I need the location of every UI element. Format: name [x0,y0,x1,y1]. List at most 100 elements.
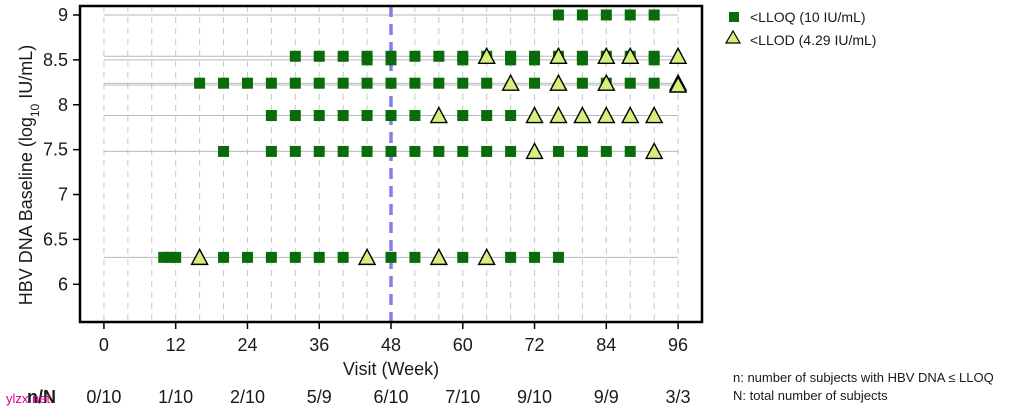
data-point-square [241,77,253,89]
data-point-square [337,145,349,157]
data-point-square [361,110,373,122]
data-point-square [313,50,325,62]
data-point-square [648,77,660,89]
data-point-square [409,145,421,157]
data-point-square [576,54,588,66]
legend-label-llod: <LLOD (4.29 IU/mL) [750,32,876,48]
data-point-square [409,77,421,89]
nn-value: 6/10 [373,387,408,407]
y-tick-label: 9 [58,5,68,25]
data-point-square [385,77,397,89]
marker-layer [158,9,688,266]
y-tick-label: 8.5 [43,50,68,70]
data-point-triangle [429,247,449,266]
data-point-square [409,110,421,122]
data-point-triangle [549,73,568,91]
data-point-square [457,54,469,66]
nn-value: 0/10 [86,387,121,407]
data-point-square [313,145,325,157]
data-point-triangle [573,106,592,124]
data-point-square [481,110,493,122]
data-point-square [600,9,612,21]
data-point-square [265,77,277,89]
data-point-square [457,251,469,263]
data-point-triangle [477,46,496,64]
data-point-triangle [357,247,377,266]
data-point-triangle [644,106,664,124]
data-point-square [433,145,445,157]
data-point-square [361,77,373,89]
tick-layer: 0 12 24 36 48 60 72 84 96 6 6.5 7 7.5 8 8.5 9 [43,5,688,355]
data-point-square [624,9,636,21]
data-point-triangle [549,46,568,64]
data-point-square [241,251,253,263]
footnote-n: n: number of subjects with HBV DNA ≤ LLO… [733,370,994,385]
legend-triangle-marker [724,29,742,44]
data-point-square [385,145,397,157]
data-point-square [265,110,277,122]
data-point-triangle [525,141,544,160]
x-tick-label: 96 [668,335,688,355]
data-point-square [164,251,176,263]
data-point-square [409,50,421,62]
data-point-triangle [621,46,640,64]
nn-value: 1/10 [158,387,193,407]
data-point-triangle [597,46,616,64]
data-point-square [552,145,564,157]
grid-layer [103,6,679,322]
data-point-square [313,251,325,263]
data-point-triangle [644,141,664,160]
data-point-square [505,145,517,157]
data-point-triangle [668,75,688,93]
data-point-square [648,54,660,66]
data-point-square [218,145,230,157]
nn-value: 3/3 [666,387,691,407]
data-point-square [409,251,421,263]
y-tick-label: 7 [58,185,68,205]
data-point-square [433,77,445,89]
watermark: ylzx.net [6,391,50,406]
data-point-square [600,145,612,157]
nn-value: 5/9 [307,387,332,407]
data-point-square [337,50,349,62]
data-point-square [158,251,170,263]
x-tick-label: 0 [99,335,109,355]
y-tick-label: 6.5 [43,229,68,249]
data-point-square [289,77,301,89]
nn-value: 9/10 [517,387,552,407]
data-point-square [624,145,636,157]
x-tick-label: 48 [381,335,401,355]
data-point-square [576,77,588,89]
data-point-square [552,251,564,263]
data-point-triangle [429,106,449,124]
nn-value: 2/10 [230,387,265,407]
legend: <LLOQ (10 IU/mL) <LLOD (4.29 IU/mL) [724,9,876,48]
data-point-square [433,50,445,62]
nn-row-label: n/N [27,387,56,407]
legend-square-marker [729,12,739,22]
data-point-square [576,9,588,21]
data-point-square [337,110,349,122]
x-tick-label: 24 [237,335,257,355]
y-tick-label: 7.5 [43,140,68,160]
data-point-square [337,251,349,263]
data-point-square [457,145,469,157]
legend-label-lloq: <LLOQ (10 IU/mL) [750,9,866,25]
x-tick-label: 60 [453,335,473,355]
footnote-N: N: total number of subjects [733,388,888,403]
data-point-square [481,77,493,89]
data-point-triangle [597,106,616,124]
data-point-square [529,251,541,263]
x-tick-label: 36 [309,335,329,355]
data-point-square [289,110,301,122]
data-point-square [385,54,397,66]
y-tick-label: 6 [58,274,68,294]
data-point-square [481,145,493,157]
data-point-square [648,9,660,21]
nn-row: 0/10 1/10 2/10 5/9 6/10 7/10 9/10 9/9 3/3 [86,387,690,407]
data-point-triangle [190,247,209,266]
x-tick-label: 12 [166,335,186,355]
data-point-triangle [668,46,688,64]
x-tick-label: 72 [525,335,545,355]
